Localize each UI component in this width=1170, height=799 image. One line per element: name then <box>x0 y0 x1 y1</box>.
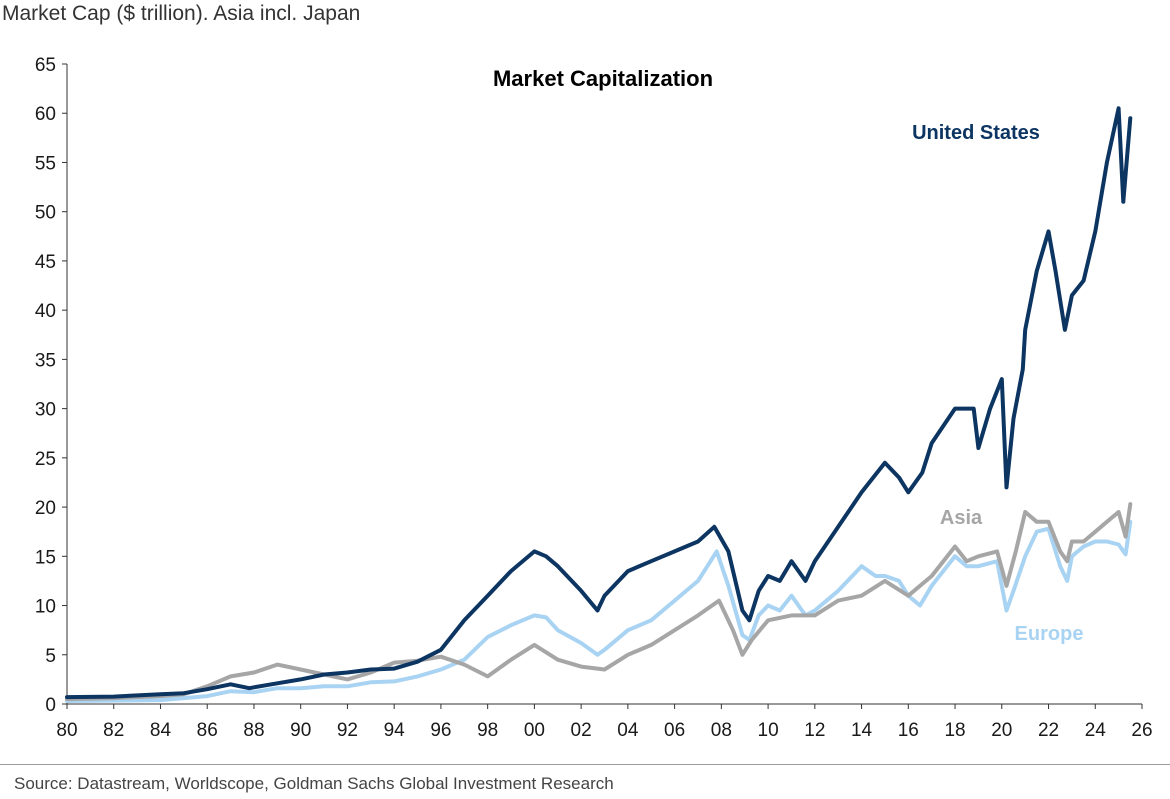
y-tick-label: 0 <box>45 695 56 716</box>
series-line-united-states <box>65 106 1133 700</box>
x-tick-label: 92 <box>337 720 358 741</box>
y-tick-label: 45 <box>35 252 56 273</box>
y-tick-label: 20 <box>35 498 56 519</box>
chart-axes <box>66 64 1142 705</box>
series-lines <box>65 106 1133 703</box>
y-tick-label: 50 <box>35 203 56 224</box>
x-tick-label: 90 <box>290 720 311 741</box>
x-tick-label: 16 <box>898 720 919 741</box>
x-tick-label: 06 <box>664 720 685 741</box>
footer-divider <box>0 764 1170 765</box>
x-tick-label: 02 <box>571 720 592 741</box>
x-tick-label: 98 <box>477 720 498 741</box>
x-tick-label: 80 <box>56 720 77 741</box>
x-tick-label: 00 <box>524 720 545 741</box>
series-line-asia <box>65 502 1133 702</box>
source-note: Source: Datastream, Worldscope, Goldman … <box>14 774 614 793</box>
y-tick-label: 35 <box>35 350 56 371</box>
x-tick-label: 10 <box>758 720 779 741</box>
x-tick-label: 86 <box>197 720 218 741</box>
x-tick-label: 26 <box>1131 720 1152 741</box>
x-tick-label: 22 <box>1038 720 1059 741</box>
y-tick-label: 15 <box>35 547 56 568</box>
x-tick-label: 94 <box>384 720 406 741</box>
chart-title: Market Capitalization <box>493 66 713 91</box>
y-tick-label: 40 <box>35 301 56 322</box>
chart-subtitle: Market Cap ($ trillion). Asia incl. Japa… <box>2 2 361 25</box>
y-tick-label: 30 <box>35 400 56 421</box>
y-axis-ticks: 0 5 10 15 20 25 30 35 40 45 50 55 60 65 <box>35 55 67 716</box>
series-label-united-states: United States <box>912 122 1040 144</box>
x-tick-label: 20 <box>991 720 1012 741</box>
y-tick-label: 10 <box>35 597 56 618</box>
series-label-europe: Europe <box>1015 623 1084 645</box>
x-axis-ticks: 80 82 84 86 88 90 92 94 96 98 00 02 04 06 08 10 12 14 16 18… <box>56 704 1153 741</box>
x-tick-label: 82 <box>103 720 124 741</box>
x-tick-label: 04 <box>617 720 639 741</box>
x-tick-label: 18 <box>944 720 965 741</box>
x-tick-label: 96 <box>430 720 451 741</box>
x-tick-label: 14 <box>851 720 873 741</box>
y-tick-label: 55 <box>35 153 56 174</box>
y-tick-label: 5 <box>45 646 56 667</box>
x-tick-label: 08 <box>711 720 732 741</box>
x-tick-label: 24 <box>1085 720 1107 741</box>
y-tick-label: 65 <box>35 55 56 76</box>
y-tick-label: 25 <box>35 449 56 470</box>
market-cap-chart: 0 5 10 15 20 25 30 35 40 45 50 55 60 65 80 82 84 86 88 90 9… <box>35 55 1153 741</box>
x-tick-label: 84 <box>150 720 172 741</box>
series-label-asia: Asia <box>940 507 983 529</box>
y-tick-label: 60 <box>35 104 56 125</box>
series-line-europe <box>65 519 1133 703</box>
x-tick-label: 88 <box>243 720 264 741</box>
x-tick-label: 12 <box>804 720 825 741</box>
